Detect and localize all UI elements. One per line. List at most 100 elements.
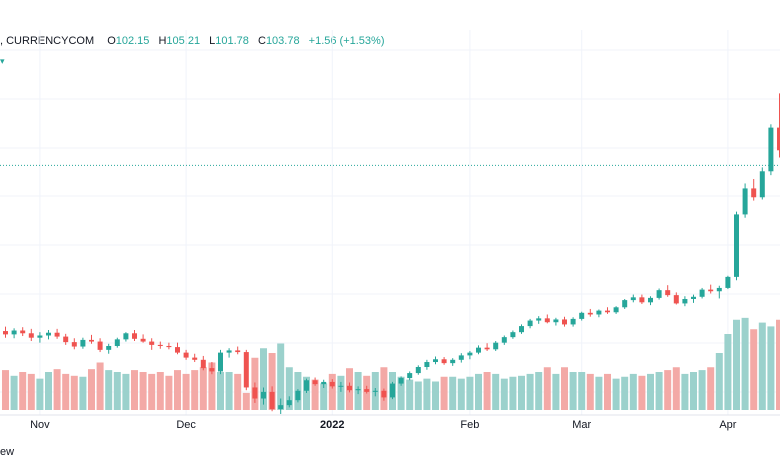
candle-body — [286, 400, 292, 406]
volume-bar — [526, 373, 534, 410]
candle — [269, 386, 275, 412]
candle-body — [630, 297, 636, 301]
candle — [132, 329, 137, 342]
candle — [587, 308, 593, 317]
candle — [424, 359, 430, 370]
candle — [476, 345, 481, 355]
volume-bar — [629, 373, 637, 410]
candle-body — [183, 352, 189, 358]
candle-body — [665, 290, 671, 296]
candle-body — [46, 332, 51, 336]
candle-body — [89, 339, 94, 342]
candle-body — [312, 380, 318, 385]
candle — [372, 388, 378, 397]
volume-bar — [148, 373, 156, 410]
volume-bar — [131, 370, 138, 410]
candle-body — [579, 312, 585, 319]
candle-body — [54, 332, 60, 337]
candle — [639, 294, 645, 304]
candle — [97, 338, 103, 353]
x-tick-label: Dec — [176, 419, 196, 431]
candle-body — [269, 391, 275, 410]
candle — [218, 349, 223, 375]
candle-body — [364, 389, 370, 392]
candle-body — [407, 373, 413, 379]
candle — [656, 288, 662, 300]
candle — [415, 365, 421, 375]
candle — [613, 306, 619, 314]
volume-bar — [10, 375, 18, 410]
candle — [407, 371, 413, 381]
candle — [562, 316, 567, 327]
volume-bar — [88, 369, 95, 410]
candle — [458, 353, 464, 363]
candle — [20, 327, 26, 337]
candle-body — [759, 171, 765, 198]
candle — [192, 353, 198, 363]
ohlc-legend: , CURRENCYCOM O102.15 H105.21 L101.78 C1… — [0, 35, 385, 47]
candle — [519, 324, 524, 334]
candle — [682, 296, 688, 307]
candle-body — [441, 359, 447, 364]
candle — [243, 349, 249, 391]
candle — [441, 357, 447, 365]
candle — [673, 292, 679, 305]
volume-bar — [724, 334, 732, 410]
candle-body — [682, 298, 688, 304]
candle — [338, 381, 344, 392]
candle-body — [433, 359, 438, 363]
candle-body — [562, 319, 567, 325]
candle — [622, 298, 628, 309]
volume-bar — [681, 373, 689, 410]
legend-low-label: L — [209, 35, 216, 47]
candle-body — [132, 333, 137, 339]
volume-bar — [79, 376, 87, 410]
candle-body — [450, 359, 456, 364]
footer-label: ew — [0, 446, 15, 458]
candle — [200, 355, 206, 371]
volume-bar — [113, 372, 121, 410]
candle-body — [742, 188, 748, 215]
candle-body — [37, 335, 43, 338]
x-tick-label: Mar — [572, 419, 591, 431]
candle-body — [390, 383, 395, 398]
volume-bar — [741, 317, 749, 410]
candle-body — [235, 350, 241, 353]
candle — [183, 349, 189, 360]
candle-body — [467, 352, 473, 356]
candle — [570, 317, 576, 327]
x-tick-label: Nov — [30, 419, 50, 431]
candle-body — [519, 326, 524, 333]
candle — [114, 337, 120, 348]
volume-bar — [406, 379, 414, 410]
volume-bar — [457, 378, 465, 410]
candle-body — [673, 295, 679, 304]
candle-body — [3, 331, 8, 335]
candle-body — [106, 345, 112, 350]
volume-bar — [621, 376, 629, 410]
candle — [467, 350, 473, 360]
volume-bar — [604, 373, 611, 410]
volume-bar — [2, 370, 9, 410]
volume-bar — [492, 373, 500, 410]
candle-body — [114, 339, 120, 346]
candle — [235, 346, 241, 355]
candle — [286, 396, 292, 408]
volume-bar — [449, 376, 457, 410]
candle-body — [338, 385, 344, 387]
candle-body — [613, 307, 619, 313]
volume-bar — [432, 381, 439, 410]
candle — [665, 285, 671, 297]
candle — [278, 398, 284, 414]
volume-bar — [199, 367, 207, 410]
legend-symbol: , CURRENCYCOM — [0, 35, 95, 47]
candle-body — [536, 318, 542, 321]
candle-body — [768, 127, 774, 172]
candle — [493, 341, 499, 351]
candle-body — [218, 352, 223, 372]
candle-body — [691, 296, 696, 299]
candle-body — [734, 214, 739, 277]
volume-bar — [715, 353, 723, 410]
candle — [630, 294, 636, 303]
